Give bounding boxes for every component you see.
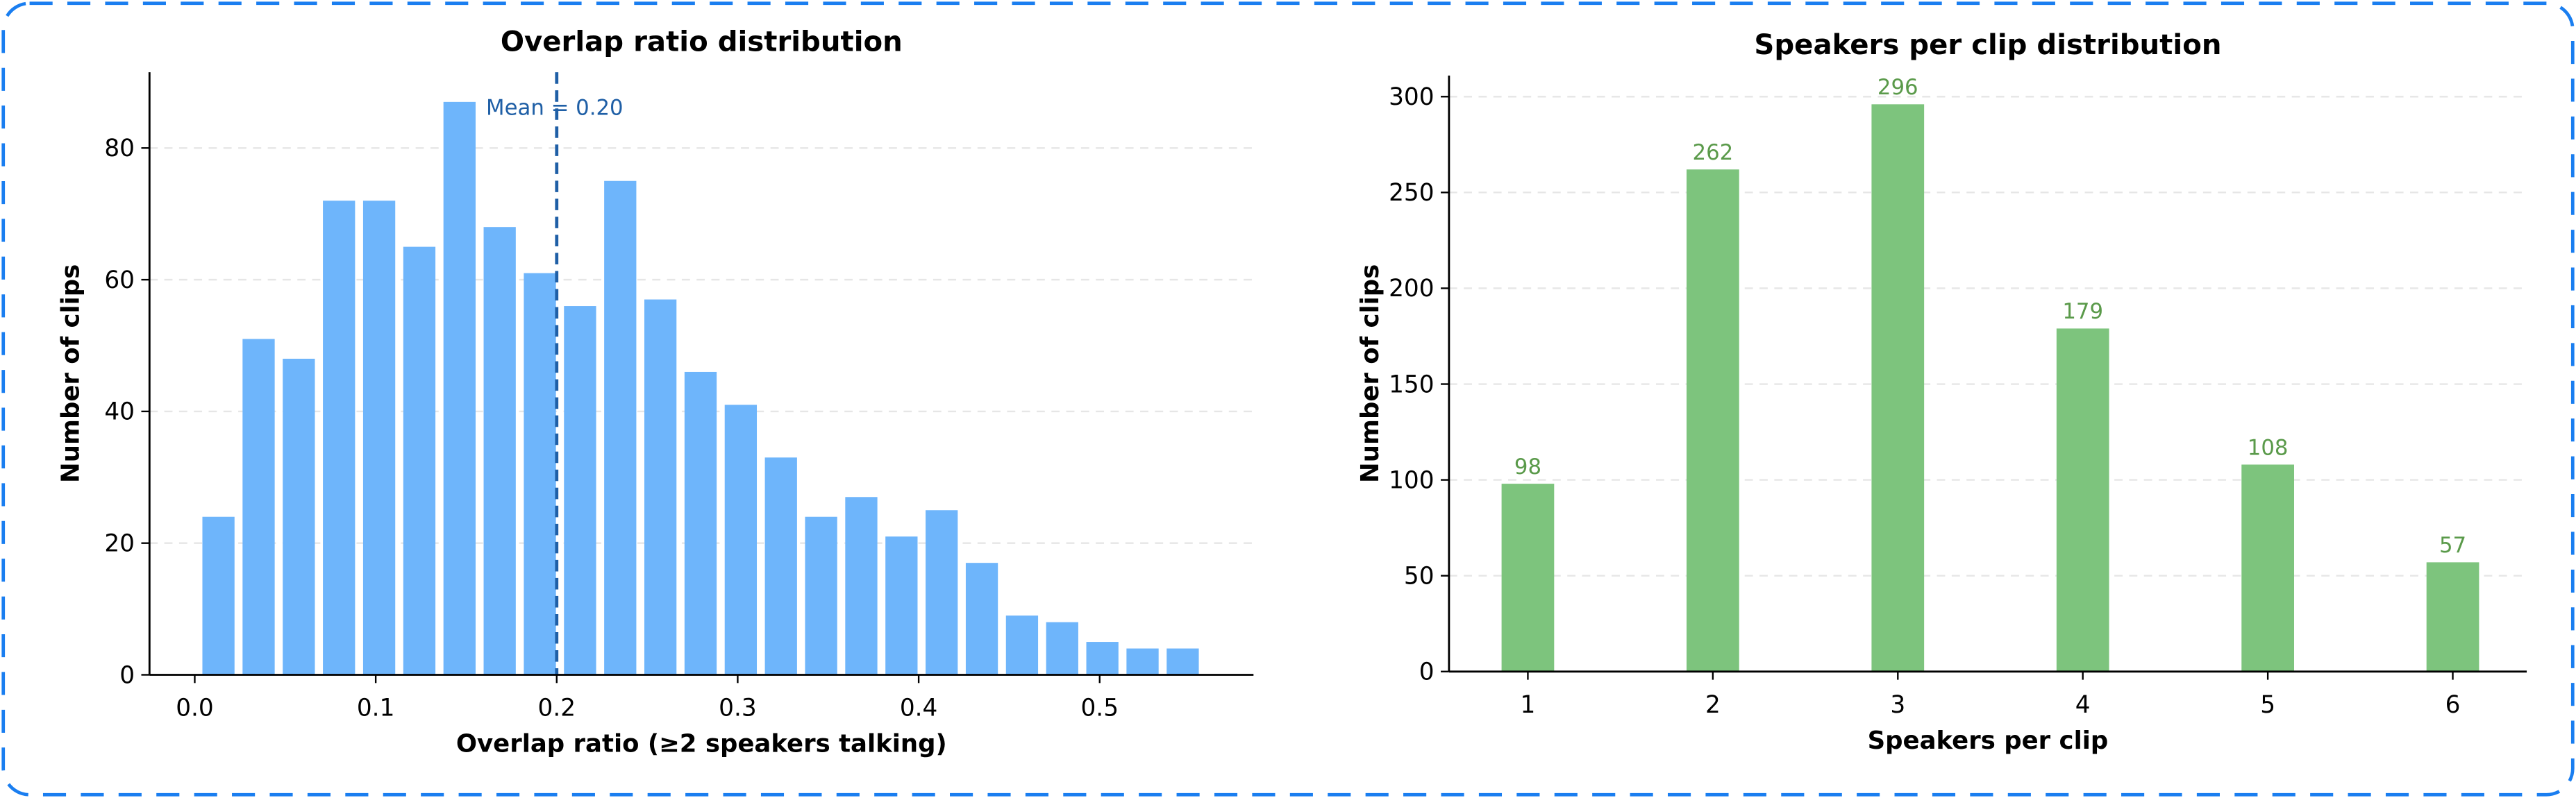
histogram-bar: [323, 201, 356, 675]
x-tick-label: 5: [2260, 691, 2275, 719]
value-label: 57: [2439, 533, 2466, 558]
value-label: 262: [1693, 140, 1734, 165]
histogram-bar: [764, 457, 797, 675]
histogram-bar: [242, 339, 275, 675]
x-tick-label: 0.4: [900, 695, 938, 722]
histogram-bar: [362, 201, 396, 675]
histogram-bar: [644, 299, 677, 675]
x-tick-label: 3: [1890, 691, 1905, 719]
value-label: 179: [2062, 299, 2103, 324]
histogram-bar: [845, 497, 878, 675]
histogram-bar: [564, 306, 596, 675]
value-label: 98: [1514, 455, 1541, 479]
histogram-bar: [965, 563, 998, 675]
y-tick-label: 40: [104, 398, 135, 426]
x-tick-label: 1: [1521, 691, 1536, 719]
chart-title: Speakers per clip distribution: [1754, 29, 2221, 61]
bar: [1687, 169, 1739, 672]
y-axis-label: Number of clips: [1356, 264, 1385, 483]
mean-label: Mean = 0.20: [486, 96, 624, 121]
histogram-bar: [524, 273, 556, 675]
bar: [2426, 562, 2479, 672]
histogram-bar: [1086, 642, 1119, 675]
histogram-bar: [604, 180, 637, 675]
y-tick-label: 300: [1389, 83, 1434, 111]
y-tick-label: 100: [1389, 466, 1434, 494]
histogram-bar: [885, 536, 918, 675]
histogram-bar: [805, 516, 837, 675]
histogram-bar: [443, 101, 476, 675]
y-tick-label: 80: [104, 135, 135, 162]
x-tick-label: 4: [2075, 691, 2091, 719]
y-tick-label: 0: [119, 661, 135, 689]
histogram-bar: [684, 371, 717, 675]
histogram-bar: [483, 227, 516, 675]
x-axis-label: Overlap ratio (≥2 speakers talking): [456, 730, 947, 758]
y-tick-label: 250: [1389, 179, 1434, 207]
y-tick-label: 20: [104, 530, 135, 558]
y-tick-label: 200: [1389, 275, 1434, 303]
histogram-bar: [1046, 622, 1078, 675]
y-tick-label: 60: [104, 266, 135, 294]
x-tick-label: 0.3: [719, 695, 757, 722]
histogram-bar: [1166, 648, 1199, 675]
x-tick-label: 0.5: [1080, 695, 1119, 722]
y-axis-label: Number of clips: [57, 264, 85, 483]
value-label: 296: [1877, 75, 1918, 100]
histogram-bar: [724, 405, 758, 675]
x-tick-label: 0.1: [357, 695, 395, 722]
histogram-bar: [202, 516, 235, 675]
bar: [2241, 464, 2294, 672]
chart-title: Overlap ratio distribution: [501, 26, 903, 58]
value-label: 108: [2248, 435, 2289, 460]
bar: [1501, 484, 1555, 672]
x-tick-label: 0.2: [538, 695, 576, 722]
histogram-bar: [403, 246, 436, 675]
bar: [1871, 104, 1925, 672]
y-tick-label: 50: [1404, 563, 1435, 591]
histogram-bar: [283, 358, 315, 675]
bar: [2056, 328, 2109, 672]
y-tick-label: 0: [1419, 659, 1435, 686]
y-tick-label: 150: [1389, 371, 1434, 398]
histogram-bar: [1005, 616, 1039, 675]
x-tick-label: 6: [2445, 691, 2461, 719]
histogram-bar: [926, 510, 958, 675]
histogram-bar: [1126, 648, 1159, 675]
x-axis-label: Speakers per clip: [1868, 727, 2109, 755]
x-tick-label: 2: [1705, 691, 1721, 719]
x-tick-label: 0.0: [176, 695, 214, 722]
